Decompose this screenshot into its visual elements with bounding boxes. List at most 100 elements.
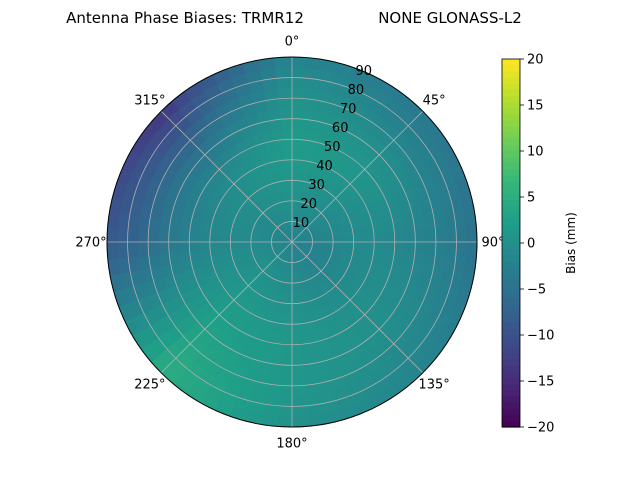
colorbar-segment: [502, 193, 520, 201]
colorbar-segment: [502, 279, 520, 287]
heatmap-cell: [280, 118, 294, 130]
heatmap-cell: [283, 159, 293, 171]
radial-tick-label: 90: [356, 64, 373, 79]
heatmap-cell: [276, 77, 294, 89]
angular-tick-label: 225°: [134, 378, 165, 393]
radial-tick-label: 10: [293, 216, 310, 231]
colorbar-segment: [502, 108, 520, 115]
colorbar-tick-label: 10: [527, 145, 544, 160]
colorbar-segment: [502, 59, 520, 66]
radial-tick-labels: 10 20 30 40 50 60 70 80 90: [293, 64, 372, 231]
angular-tick-label: 315°: [134, 93, 165, 108]
colorbar-segment: [502, 83, 520, 91]
colorbar-segment: [502, 95, 520, 103]
colorbar-segment: [502, 298, 520, 305]
heatmap-cell: [284, 169, 293, 181]
angular-tick-label: 45°: [423, 93, 446, 108]
colorbar-tick-label: −5: [527, 283, 546, 298]
colorbar-segment: [502, 212, 520, 220]
colorbar: −20 −15 −10 −5 0 5 10 15 20 Bias (mm): [501, 53, 578, 436]
colorbar-segment: [502, 341, 520, 348]
heatmap-cell: [275, 66, 294, 79]
colorbar-segment: [502, 267, 520, 275]
colorbar-segment: [502, 304, 520, 312]
radial-tick-label: 30: [308, 178, 325, 193]
colorbar-segment: [502, 396, 520, 404]
colorbar-segment: [502, 322, 520, 330]
radial-tick-label: 20: [300, 197, 317, 212]
angular-gridline: [291, 110, 424, 243]
colorbar-segment: [502, 365, 520, 373]
colorbar-segment: [502, 249, 520, 256]
colorbar-segment: [502, 224, 520, 232]
colorbar-segment: [502, 414, 520, 422]
colorbar-segment: [502, 243, 520, 250]
colorbar-ticks: −20 −15 −10 −5 0 5 10 15 20: [520, 53, 554, 436]
chart-title: Antenna Phase Biases: TRMR12: [66, 9, 304, 27]
colorbar-segment: [502, 390, 520, 397]
colorbar-segment: [502, 310, 520, 318]
angular-gridline: [160, 241, 293, 374]
angular-gridline: [291, 241, 424, 374]
colorbar-segment: [502, 218, 520, 226]
colorbar-segment: [502, 261, 520, 269]
colorbar-segment: [502, 169, 520, 177]
colorbar-tick-label: −15: [527, 375, 554, 390]
colorbar-tick-label: 0: [527, 237, 535, 252]
colorbar-label: Bias (mm): [564, 212, 578, 274]
colorbar-segment: [502, 151, 520, 158]
colorbar-segment: [502, 114, 520, 121]
heatmap-cell: [281, 128, 294, 141]
angular-tick-label: 270°: [75, 236, 106, 251]
polar-heatmap: [107, 57, 477, 427]
colorbar-segment: [502, 347, 520, 354]
radial-tick-label: 80: [348, 83, 365, 98]
colorbar-segment: [502, 101, 520, 109]
colorbar-segment: [502, 175, 520, 183]
heatmap-cell: [285, 180, 293, 192]
colorbar-segment: [502, 377, 520, 385]
angular-tick-label: 135°: [418, 378, 449, 393]
colorbar-segment: [502, 353, 520, 361]
heatmap-cell: [282, 138, 294, 151]
colorbar-segment: [502, 384, 520, 391]
colorbar-segment: [502, 126, 520, 134]
colorbar-segment: [502, 236, 520, 244]
colorbar-segment: [502, 89, 520, 97]
colorbar-segment: [502, 206, 520, 213]
colorbar-segment: [502, 292, 520, 299]
heatmap-cell: [279, 108, 294, 120]
angular-gridline: [160, 110, 293, 243]
colorbar-segment: [502, 402, 520, 410]
heatmap-cell: [274, 57, 294, 69]
radial-tick-label: 40: [316, 159, 333, 174]
colorbar-segment: [502, 144, 520, 152]
angular-tick-label: 0°: [285, 35, 300, 50]
angular-tick-label: 90°: [481, 236, 504, 251]
colorbar-tick-label: −20: [527, 421, 554, 436]
colorbar-segment: [502, 132, 520, 140]
colorbar-segment: [502, 120, 520, 128]
radial-tick-label: 60: [332, 121, 349, 136]
colorbar-segment: [502, 138, 520, 146]
colorbar-tick-label: 15: [527, 99, 544, 114]
colorbar-segment: [502, 181, 520, 189]
colorbar-tick-label: 20: [527, 53, 544, 68]
polar-grid: [107, 57, 477, 427]
colorbar-tick-label: 5: [527, 191, 535, 206]
colorbar-segment: [502, 408, 520, 416]
colorbar-strip: [502, 59, 520, 428]
colorbar-segment: [502, 71, 520, 78]
colorbar-segment: [502, 273, 520, 281]
colorbar-segment: [502, 157, 520, 164]
heatmap-cell: [282, 149, 293, 161]
colorbar-segment: [502, 335, 520, 342]
angular-tick-label: 180°: [276, 437, 307, 452]
heatmap-cell: [277, 87, 294, 100]
colorbar-segment: [502, 187, 520, 195]
polar-frame: [106, 56, 478, 428]
heatmap-cell: [278, 97, 294, 110]
colorbar-segment: [502, 359, 520, 367]
radial-tick-label: 50: [324, 140, 341, 155]
